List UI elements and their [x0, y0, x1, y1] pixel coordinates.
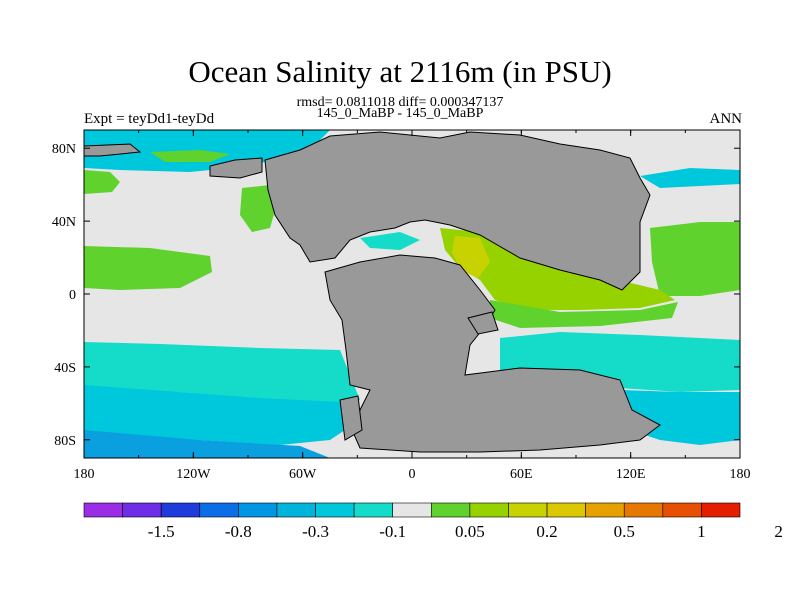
season-label: ANN: [709, 111, 743, 127]
colorbar-swatch: [546, 502, 586, 518]
lon-tick-label: 0: [409, 467, 416, 482]
colorbar-swatch: [469, 502, 509, 518]
colorbar-label: 1: [697, 522, 706, 541]
stats-line: rmsd= 0.0811018 diff= 0.000347137: [296, 95, 504, 110]
colorbar-label: 0.05: [455, 522, 485, 541]
southern-ocean-deep-band: [84, 385, 360, 445]
colorbar-swatch: [83, 502, 123, 518]
laurasia-landmass: [264, 131, 651, 291]
west-atlantic-positive: [240, 185, 278, 232]
colorbar-swatch: [199, 502, 239, 518]
india-fragment: [467, 311, 499, 335]
arctic-island: [209, 157, 263, 179]
colorbar-label: -1.5: [148, 522, 175, 541]
colorbar-label: 0.5: [614, 522, 635, 541]
antarctic-peninsula: [339, 395, 363, 441]
colorbar-swatch: [122, 502, 162, 518]
lon-tick-label: 120E: [616, 467, 646, 482]
north-atlantic-negative-patch: [640, 168, 740, 188]
axis-ticks: 180 120W 60W 0 60E 120E 180 80N 40N 0 40S 80S: [52, 130, 751, 482]
map-title: Ocean Salinity at 2116m (in PSU): [188, 54, 612, 89]
antarctic-margin: [84, 430, 330, 458]
experiment-label: Expt = teyDd1-teyDd: [84, 111, 215, 127]
lon-tick-label: 120W: [176, 467, 211, 482]
lat-tick-label: 0: [69, 288, 76, 303]
colorbar-swatch: [508, 502, 548, 518]
colorbar-swatch: [585, 502, 625, 518]
comparison-label: 145_0_MaBP - 145_0_MaBP: [316, 106, 484, 121]
southern-ocean-mid-band: [84, 342, 360, 405]
east-pacific-positive: [650, 222, 740, 296]
lon-tick-label: 180: [74, 467, 95, 482]
colorbar-label: -0.1: [379, 522, 406, 541]
colorbar-swatch: [430, 502, 471, 518]
colorbar-swatch: [238, 502, 278, 518]
colorbar-label: 0.2: [536, 522, 557, 541]
gondwana-landmass: [324, 254, 661, 453]
tethys-negative-patch: [360, 232, 420, 250]
colorbar-swatch: [623, 502, 664, 518]
colorbar-label: -0.8: [225, 522, 252, 541]
pacific-north-positive: [84, 170, 120, 194]
lon-tick-label: 60W: [289, 467, 317, 482]
lat-tick-label: 40S: [54, 361, 76, 376]
lon-tick-label: 180: [730, 467, 751, 482]
lat-tick-label: 80S: [54, 434, 76, 449]
colorbar-swatch: [392, 502, 432, 518]
colorbar: -1.5 -0.8 -0.3 -0.1 0.05 0.2 0.5 1 2: [83, 502, 783, 541]
colorbar-label: -0.3: [302, 522, 329, 541]
colorbar-swatch: [315, 502, 355, 518]
colorbar-swatch: [353, 502, 394, 518]
pacific-arctic-positive: [150, 150, 230, 162]
indian-positive-region: [490, 300, 678, 328]
colorbar-swatch: [662, 502, 702, 518]
colorbar-swatch: [701, 502, 741, 518]
continents: [84, 131, 661, 453]
arctic-coast-strip: [84, 143, 142, 157]
pacific-tropical-positive: [84, 246, 212, 290]
colorbar-label: 2: [774, 522, 783, 541]
lat-tick-label: 40N: [52, 215, 76, 230]
colorbar-swatch: [160, 502, 201, 518]
colorbar-swatch: [276, 502, 316, 518]
lon-tick-label: 60E: [510, 467, 533, 482]
lat-tick-label: 80N: [52, 142, 76, 157]
